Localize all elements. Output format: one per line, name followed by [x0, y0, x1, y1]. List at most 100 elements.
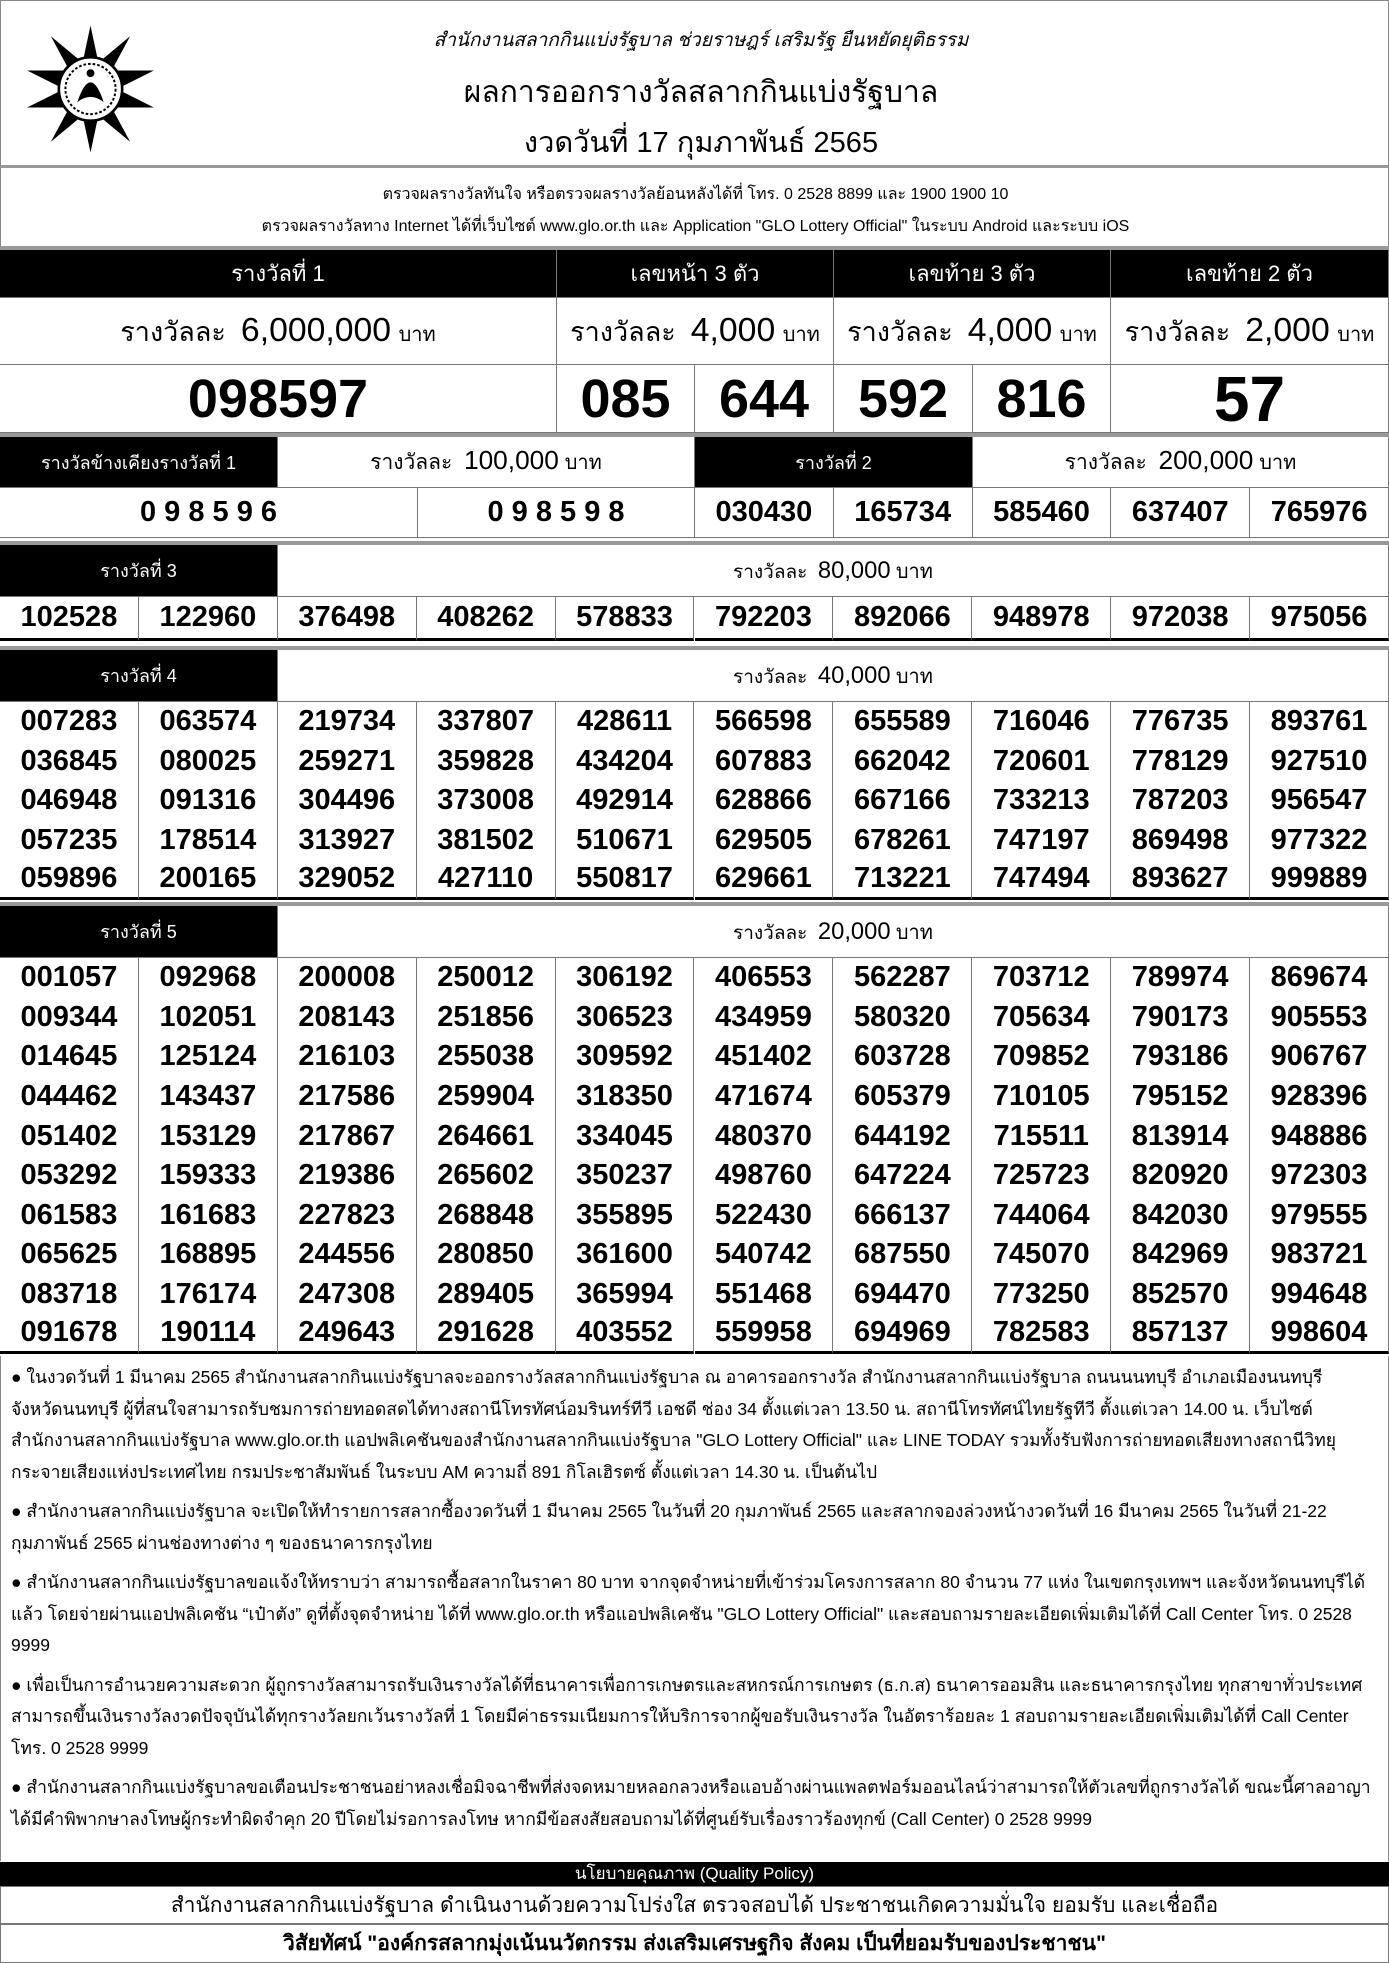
fifth-prize-number: 208143 [278, 997, 417, 1038]
fifth-prize-number: 471674 [695, 1076, 834, 1117]
amount-text: รางวัลละ 20,000 บาท [733, 916, 933, 948]
glo-emblem-logo [27, 25, 154, 153]
fifth-prize-number: 744064 [972, 1195, 1112, 1236]
fifth-prize-number: 227823 [278, 1195, 417, 1236]
fourth-prize-number: 893627 [1111, 860, 1251, 900]
fourth-prize-number: 427110 [416, 860, 556, 900]
fifth-prize-number: 217867 [278, 1116, 417, 1156]
draw-date: งวดวันที่ 17 กุมภาพันธ์ 2565 [523, 127, 879, 159]
fourth-prize-number: 566598 [695, 702, 834, 742]
note-item: ● สำนักงานสลากกินแบ่งรัฐบาล จะเปิดให้ทำร… [11, 1501, 1327, 1553]
prize-header-first: รางวัลที่ 1 [0, 250, 557, 298]
fifth-prize-number: 725723 [972, 1156, 1112, 1196]
fifth-prize-number: 905553 [1250, 997, 1389, 1038]
fifth-prize-number: 190114 [138, 1314, 278, 1354]
prize-header-last3: เลขท้าย 3 ตัว [834, 250, 1111, 298]
per-prize-label: รางวัลละ [733, 561, 808, 583]
third-prize-number: 892066 [833, 597, 973, 641]
fifth-prize-number: 795152 [1111, 1076, 1251, 1117]
fifth-prize-number: 998604 [1250, 1314, 1389, 1354]
fifth-prize-number: 289405 [417, 1274, 556, 1315]
fifth-prize-number: 306523 [556, 997, 695, 1038]
fifth-prize-number: 703712 [972, 958, 1112, 998]
amount-text: รางวัลละ 2,000 บาท [1125, 310, 1375, 353]
fourth-prize-number: 510671 [556, 820, 695, 861]
per-prize-label: รางวัลละ [733, 922, 808, 944]
fourth-prize-number: 063574 [139, 702, 278, 742]
fifth-prize-number: 715511 [972, 1116, 1112, 1156]
per-prize-label: รางวัลละ [1124, 316, 1231, 347]
fifth-prize-number: 972303 [1250, 1156, 1389, 1196]
fourth-prize-number: 720601 [972, 741, 1112, 782]
fifth-prize-number: 694969 [833, 1314, 973, 1354]
third-prize-number: 972038 [1111, 597, 1251, 641]
second-prize-number: 585460 [972, 488, 1112, 538]
fifth-prize-number: 044462 [0, 1076, 139, 1117]
fifth-prize-amount: รางวัลละ 20,000 บาท [278, 906, 1389, 958]
first-prize-number: 098597 [0, 365, 557, 433]
prize-amount-last3: รางวัลละ 4,000 บาท [834, 298, 1111, 365]
fifth-prize-number: 318350 [556, 1076, 695, 1117]
fourth-prize-number: 434204 [556, 741, 695, 782]
last2-number: 57 [1111, 363, 1389, 435]
fifth-prize-number: 265602 [417, 1156, 556, 1196]
fifth-prize-number: 522430 [695, 1195, 834, 1236]
fifth-prize-number: 061583 [0, 1195, 139, 1236]
fourth-prize-number: 200165 [138, 860, 278, 900]
fifth-prize-number: 168895 [139, 1235, 278, 1275]
fifth-prize-number: 244556 [278, 1235, 417, 1275]
fourth-prize-number: 629505 [695, 820, 834, 861]
fifth-prize-number: 219386 [278, 1156, 417, 1196]
prize-amount: 200,000 [1158, 445, 1254, 475]
fifth-prize-number: 857137 [1111, 1314, 1251, 1354]
fifth-prize-number: 264661 [417, 1116, 556, 1156]
note-item: ● สำนักงานสลากกินแบ่งรัฐบาลขอเตือนประชาช… [11, 1777, 1371, 1829]
fourth-prize-number: 747197 [972, 820, 1112, 861]
last3-number: 816 [973, 365, 1111, 433]
fourth-prize-number: 927510 [1250, 741, 1389, 782]
page-title: ผลการออกรางวัลสลากกินแบ่งรัฐบาล [463, 76, 939, 109]
fifth-prize-number: 053292 [0, 1156, 139, 1196]
second-prize-number: 165734 [833, 488, 973, 538]
fourth-prize-number: 655589 [833, 702, 973, 742]
divider [0, 246, 1389, 250]
prize-header-last2: เลขท้าย 2 ตัว [1111, 250, 1389, 298]
fourth-prize-number: 080025 [139, 741, 278, 782]
fourth-prize-number: 492914 [556, 781, 695, 821]
fifth-prize-number: 280850 [417, 1235, 556, 1275]
fifth-prize-number: 217586 [278, 1076, 417, 1117]
fifth-prize-number: 406553 [695, 958, 834, 998]
baht-label: บาท [895, 560, 933, 583]
vision-text: วิสัยทัศน์ "องค์กรสลากมุ่งเน้นนวัตกรรม ส… [0, 1924, 1389, 1963]
fifth-prize-number: 869674 [1250, 958, 1389, 998]
fifth-prize-number: 092968 [139, 958, 278, 998]
fourth-prize-number: 778129 [1111, 741, 1251, 782]
fourth-prize-number: 716046 [972, 702, 1112, 742]
fifth-prize-number: 745070 [972, 1235, 1112, 1275]
fifth-prize-number: 143437 [139, 1076, 278, 1117]
fifth-prize-number: 125124 [139, 1037, 278, 1077]
fifth-prize-number: 710105 [972, 1076, 1112, 1117]
third-prize-number: 975056 [1250, 597, 1389, 641]
per-prize-label: รางวัลละ [847, 316, 953, 347]
quality-policy-text: สำนักงานสลากกินแบ่งรัฐบาล ดำเนินงานด้วยค… [0, 1886, 1389, 1924]
fifth-prize-number: 365994 [556, 1274, 695, 1315]
fifth-prize-number: 644192 [833, 1116, 973, 1156]
baht-label: บาท [782, 323, 820, 346]
prize-amount: 80,000 [817, 556, 891, 584]
fourth-prize-number: 046948 [0, 781, 139, 821]
fifth-prize-number: 562287 [833, 958, 973, 998]
divider [0, 433, 1389, 437]
fifth-prize-number: 948886 [1250, 1116, 1389, 1156]
fifth-prize-number: 250012 [417, 958, 556, 998]
near-first-amount: รางวัลละ 100,000 บาท [278, 437, 695, 488]
baht-label: บาท [398, 323, 436, 346]
divider [0, 541, 1389, 545]
baht-label: บาท [1337, 323, 1375, 346]
amount-text: รางวัลละ 4,000 บาท [847, 310, 1097, 353]
baht-label: บาท [564, 452, 602, 474]
per-prize-label: รางวัลละ [733, 666, 808, 688]
per-prize-label: รางวัลละ [370, 451, 453, 474]
fifth-prize-number: 709852 [972, 1037, 1112, 1077]
fourth-prize-number: 733213 [972, 781, 1112, 821]
